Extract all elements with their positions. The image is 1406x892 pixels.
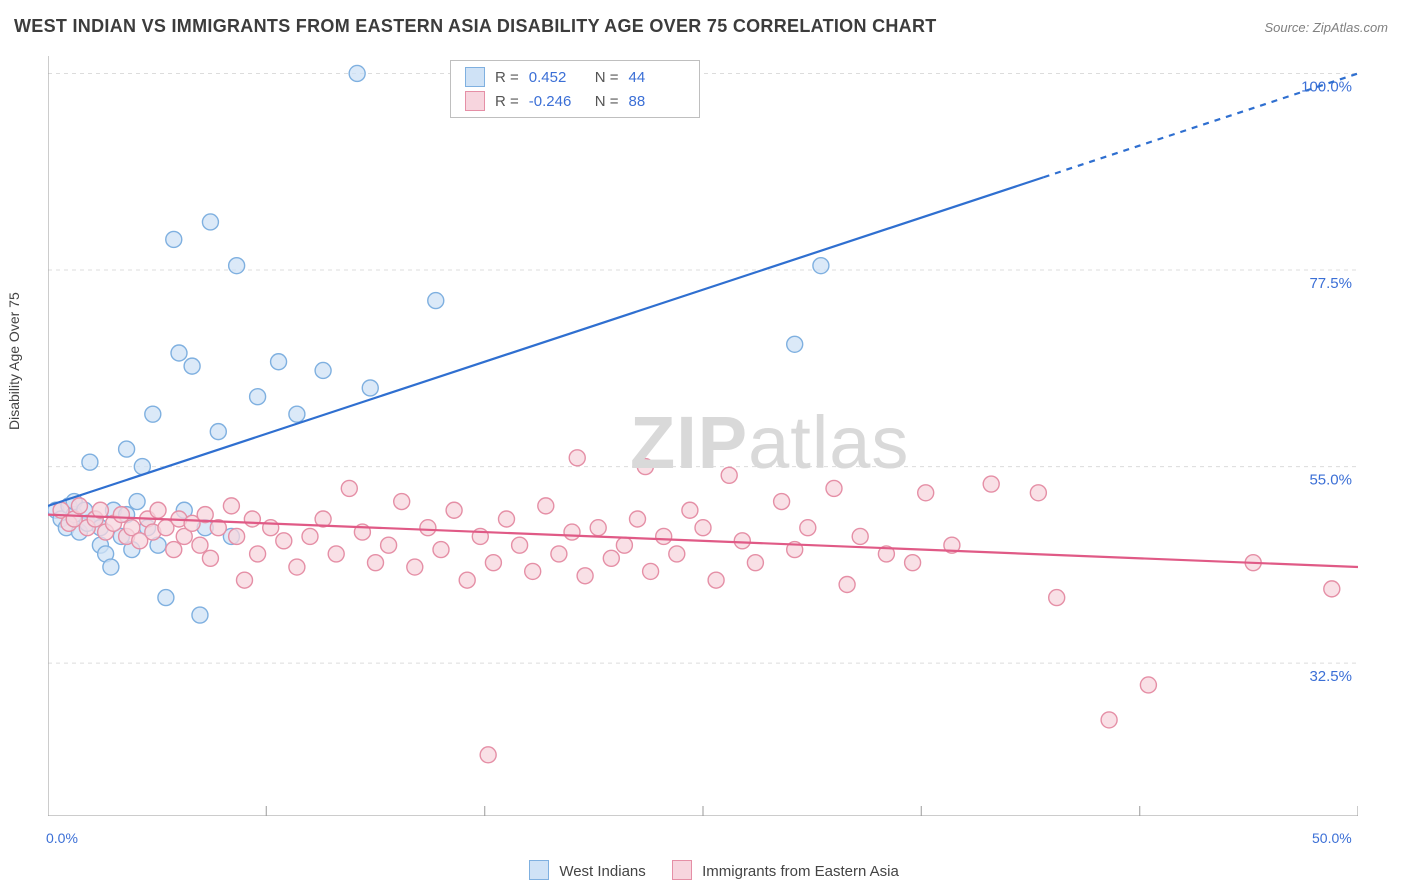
series-legend: West Indians Immigrants from Eastern Asi…	[0, 860, 1406, 880]
legend-label-1: Immigrants from Eastern Asia	[702, 863, 899, 880]
svg-text:32.5%: 32.5%	[1309, 668, 1352, 685]
x-axis-label-min: 0.0%	[46, 830, 78, 846]
x-axis-label-max: 50.0%	[1312, 830, 1352, 846]
svg-text:77.5%: 77.5%	[1309, 275, 1352, 292]
stats-row: R =0.452N =44	[451, 65, 699, 89]
legend-label-0: West Indians	[559, 863, 645, 880]
scatter-plot: 32.5% 55.0% 77.5% 100.0%	[48, 56, 1358, 816]
stats-legend: R =0.452N =44R =-0.246N =88	[450, 60, 700, 118]
stats-row: R =-0.246N =88	[451, 89, 699, 113]
chart-title: WEST INDIAN VS IMMIGRANTS FROM EASTERN A…	[14, 16, 937, 37]
legend-swatch-1	[672, 860, 692, 880]
source-attribution: Source: ZipAtlas.com	[1264, 20, 1388, 35]
y-axis-label: Disability Age Over 75	[6, 292, 22, 430]
svg-text:55.0%: 55.0%	[1309, 472, 1352, 489]
legend-swatch-0	[529, 860, 549, 880]
svg-text:100.0%: 100.0%	[1301, 78, 1352, 95]
